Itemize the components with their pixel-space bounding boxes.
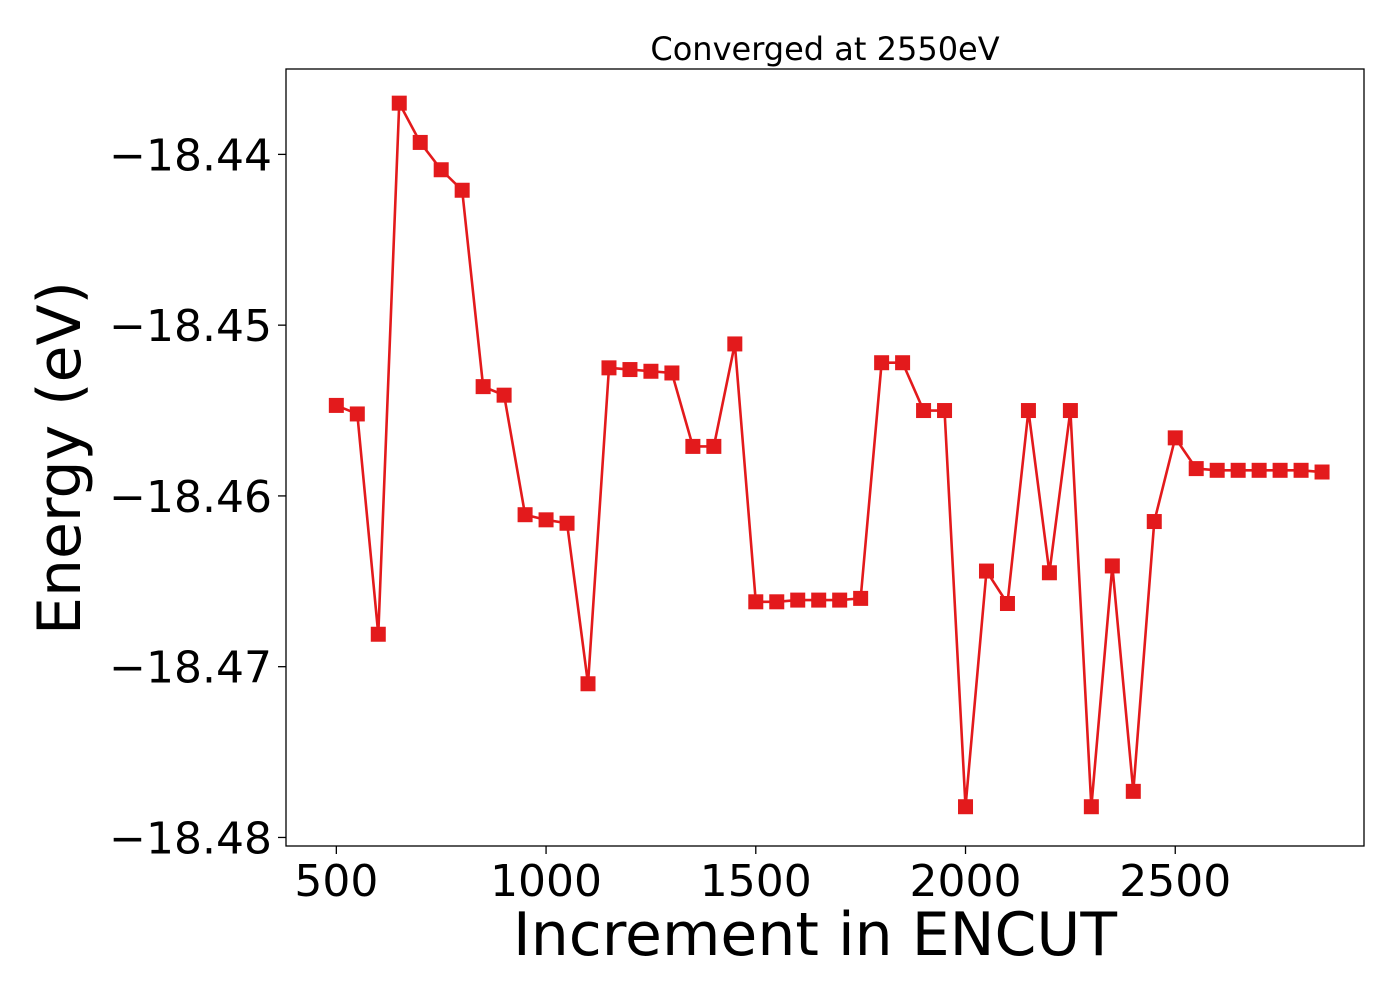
data-point (643, 363, 659, 379)
data-point (349, 406, 365, 422)
x-axis: 500 1000 1500 2000 2500 (294, 846, 1231, 907)
y-tick-label: −18.45 (109, 301, 272, 352)
chart-title: Converged at 2550eV (650, 30, 999, 68)
data-point (412, 134, 428, 150)
y-tick-label: −18.47 (109, 643, 272, 694)
data-point (1209, 462, 1225, 478)
y-tick-label: −18.48 (109, 813, 272, 864)
data-point (832, 592, 848, 608)
data-point (1272, 462, 1288, 478)
data-point (454, 182, 470, 198)
data-point (978, 563, 994, 579)
y-axis-label: Energy (eV) (25, 281, 95, 635)
data-point (1293, 462, 1309, 478)
data-point (370, 626, 386, 642)
data-point (811, 592, 827, 608)
data-point (1167, 430, 1183, 446)
data-point (706, 438, 722, 454)
y-tick-label: −18.44 (109, 130, 272, 181)
data-point (433, 162, 449, 178)
data-point (475, 379, 491, 395)
data-point (580, 676, 596, 692)
data-point (853, 590, 869, 606)
data-point (1230, 462, 1246, 478)
data-point (1314, 464, 1330, 480)
x-tick-label: 2000 (910, 856, 1022, 907)
data-point (1251, 462, 1267, 478)
data-point (328, 397, 344, 413)
data-point (916, 403, 932, 419)
data-point (685, 438, 701, 454)
data-point (790, 592, 806, 608)
data-point (999, 596, 1015, 612)
x-tick-label: 500 (294, 856, 378, 907)
data-point (1146, 514, 1162, 530)
data-point (664, 365, 680, 381)
data-point (517, 507, 533, 523)
data-point (937, 403, 953, 419)
x-tick-label: 1000 (490, 856, 602, 907)
data-point (1188, 461, 1204, 477)
data-point (601, 360, 617, 376)
data-point (1104, 558, 1120, 574)
data-point (1083, 799, 1099, 815)
data-point (496, 387, 512, 403)
data-point (769, 594, 785, 610)
data-point (559, 515, 575, 531)
y-tick-label: −18.46 (109, 472, 272, 523)
data-point (622, 362, 638, 378)
plot-area (328, 95, 1330, 815)
data-point (1041, 565, 1057, 581)
x-tick-label: 2500 (1119, 856, 1231, 907)
axes-frame (285, 68, 1365, 847)
data-point (1020, 403, 1036, 419)
data-point (1125, 783, 1141, 799)
data-point (538, 512, 554, 528)
x-tick-label: 1500 (700, 856, 812, 907)
data-point (895, 355, 911, 371)
x-axis-label: Increment in ENCUT (513, 900, 1117, 970)
data-point (391, 95, 407, 111)
data-point (1062, 403, 1078, 419)
data-point (727, 336, 743, 352)
y-axis: −18.44 −18.45 −18.46 −18.47 −18.48 (109, 130, 286, 864)
data-point (748, 594, 764, 610)
data-point (958, 799, 974, 815)
data-point (874, 355, 890, 371)
